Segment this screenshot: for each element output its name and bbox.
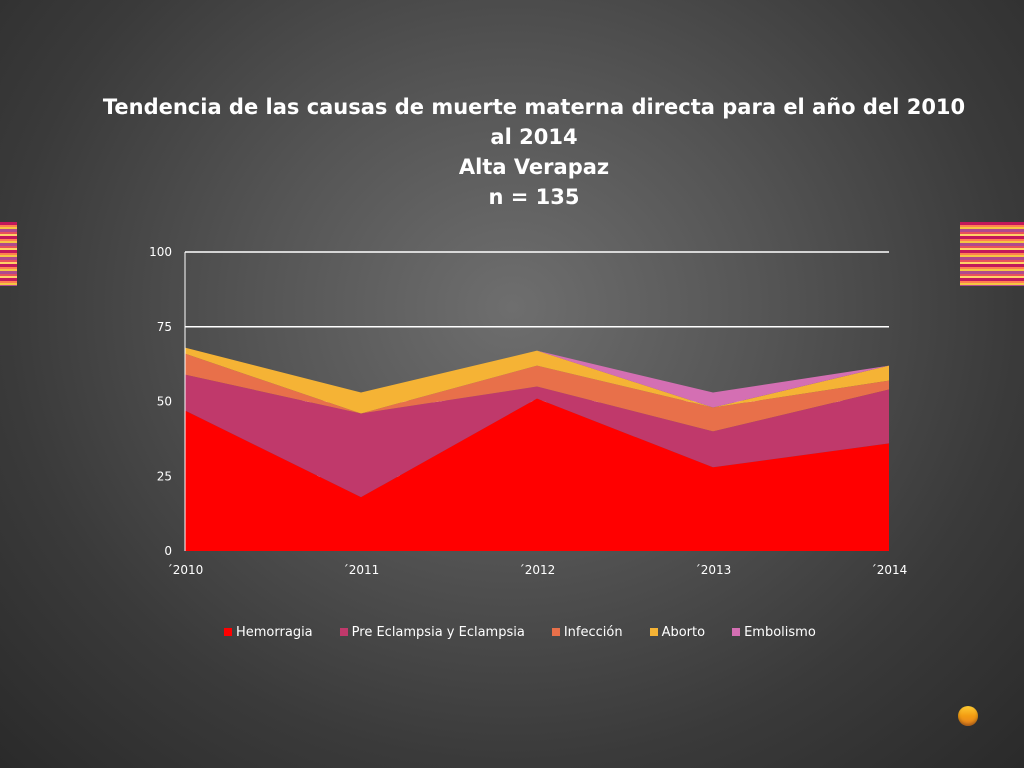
legend-swatch <box>339 628 348 636</box>
x-axis-ticks: ´2010 ´2011 ´2012 ´2013 ´2014 <box>167 563 908 577</box>
legend-label: Pre Eclampsia y Eclampsia <box>351 624 525 640</box>
nav-orb-icon[interactable] <box>958 706 978 726</box>
title-line-4: n = 135 <box>488 185 580 209</box>
legend-item-4: Embolismo <box>732 625 816 640</box>
legend-swatch <box>732 628 741 636</box>
decorative-stripe-left <box>0 222 17 286</box>
legend-label: Hemorragia <box>236 624 313 640</box>
legend-item-2: Infección <box>551 624 623 640</box>
y-axis-ticks: 0 25 50 75 100 <box>149 245 172 558</box>
title-line-3: Alta Verapaz <box>458 155 610 179</box>
title-line-1: Tendencia de las causas de muerte matern… <box>102 95 966 119</box>
legend-swatch <box>649 628 658 636</box>
y-tick-label: 50 <box>157 395 172 409</box>
y-tick-label: 75 <box>157 320 172 334</box>
chart-legend: Hemorragia Pre Eclampsia y Eclampsia Infec… <box>224 622 843 642</box>
y-tick-label: 100 <box>149 245 172 259</box>
legend-item-0: Hemorragia <box>224 625 313 640</box>
decorative-stripe-right <box>960 222 1024 286</box>
y-tick-label: 25 <box>157 469 172 483</box>
legend-label: Infección <box>563 624 623 640</box>
x-tick-label: ´2010 <box>167 563 204 577</box>
area-series-3 <box>185 347 889 414</box>
legend-swatch <box>224 628 232 636</box>
area-series-2 <box>185 353 889 432</box>
legend-item-3: Aborto <box>649 624 706 640</box>
y-tick-label: 0 <box>164 544 172 558</box>
legend-item-1: Pre Eclampsia y Eclampsia <box>339 624 525 640</box>
legend-label: Aborto <box>661 624 706 640</box>
chart-title: Tendencia de las causas de muerte matern… <box>0 92 1024 212</box>
x-tick-label: ´2011 <box>343 563 380 577</box>
area-series-0 <box>185 398 889 551</box>
area-series-1 <box>185 374 889 498</box>
x-tick-label: ´2014 <box>871 563 908 577</box>
x-tick-label: ´2012 <box>519 563 556 577</box>
series-areas <box>185 347 889 551</box>
legend-label: Embolismo <box>744 624 816 640</box>
x-tick-label: ´2013 <box>695 563 732 577</box>
legend-swatch <box>551 628 560 636</box>
area-series-4 <box>185 347 889 408</box>
title-line-2: al 2014 <box>490 125 578 149</box>
